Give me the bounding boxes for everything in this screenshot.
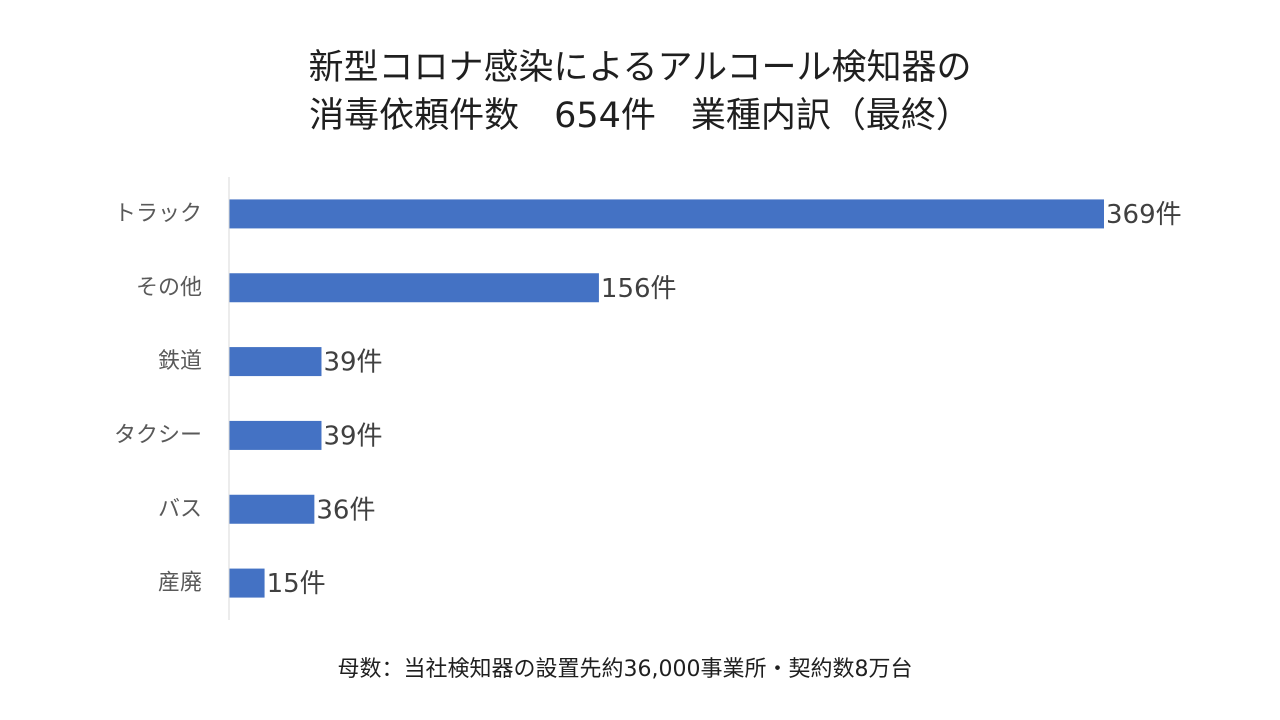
category-label-0: トラック — [114, 201, 202, 226]
chart-title: 新型コロナ感染によるアルコール検知器の 消毒依頼件数 654件 業種内訳（最終） — [0, 44, 1280, 140]
value-labels-group: 369件 156件 39件 39件 36件 15件 — [267, 200, 1182, 599]
bar-5 — [229, 568, 265, 598]
chart-title-line-1: 新型コロナ感染によるアルコール検知器の — [308, 48, 972, 88]
bar-2 — [229, 347, 322, 377]
bars-group — [229, 199, 1104, 598]
category-label-5: 産廃 — [158, 571, 202, 596]
bar-3 — [229, 420, 322, 450]
chart-title-line-2: 消毒依頼件数 654件 業種内訳（最終） — [309, 96, 971, 136]
value-label-1: 156件 — [601, 274, 677, 304]
category-label-3: タクシー — [114, 423, 202, 448]
bar-0 — [229, 199, 1104, 229]
footnote: 母数：当社検知器の設置先約36,000事業所・契約数8万台 — [337, 657, 913, 682]
value-label-4: 36件 — [316, 495, 375, 525]
category-label-4: バス — [158, 497, 202, 522]
bar-4 — [229, 494, 315, 524]
value-label-0: 369件 — [1106, 200, 1182, 230]
value-label-2: 39件 — [323, 348, 382, 378]
bar-1 — [229, 273, 599, 303]
category-label-2: 鉄道 — [158, 349, 202, 374]
value-label-5: 15件 — [267, 569, 326, 599]
category-label-1: その他 — [136, 275, 202, 300]
value-label-3: 39件 — [323, 421, 382, 451]
